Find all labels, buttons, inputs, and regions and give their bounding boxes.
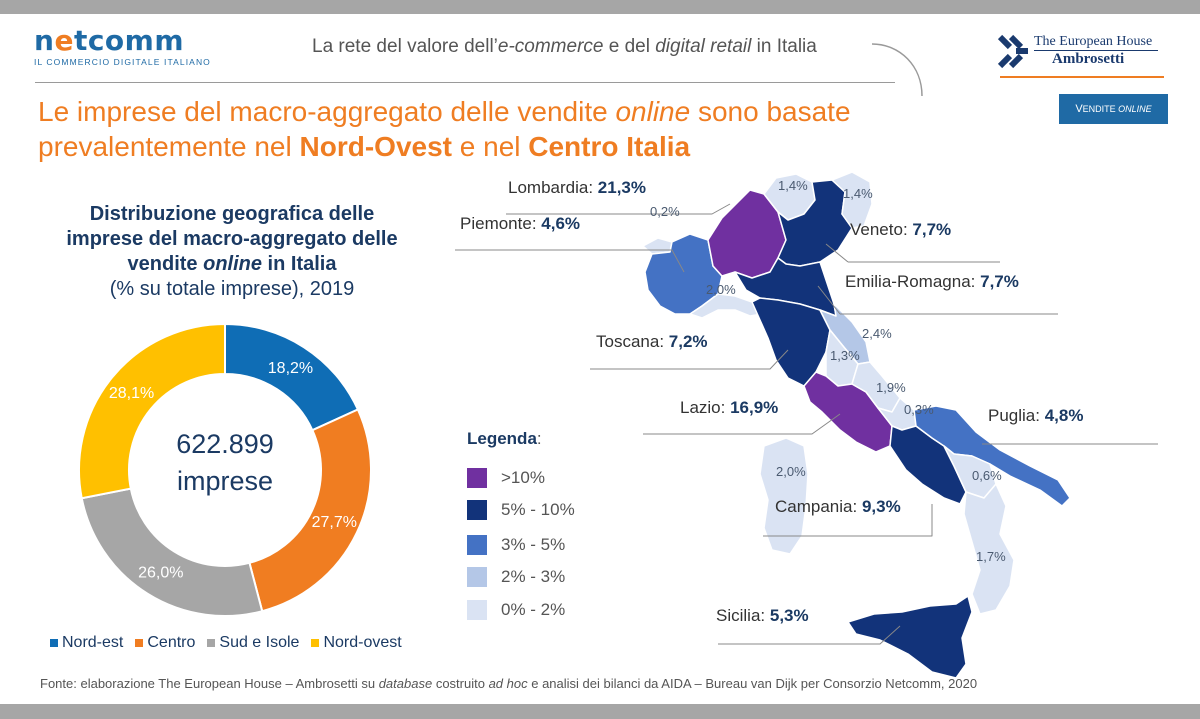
donut-legend-item: Nord-est bbox=[50, 634, 123, 652]
donut-legend-label: Nord-est bbox=[62, 634, 124, 651]
donut-heading: Distribuzione geografica delle imprese d… bbox=[66, 203, 398, 300]
donut-legend-swatch bbox=[50, 638, 58, 647]
region-sicilia bbox=[847, 595, 973, 679]
donut-slice-centro bbox=[248, 408, 372, 613]
donut-slice-nord-ovest bbox=[78, 322, 226, 500]
donut-slice-label: 28,1% bbox=[109, 385, 154, 402]
donut-legend: Nord-est Centro Sud e Isole Nord-ovest bbox=[50, 634, 414, 652]
donut-legend-swatch bbox=[135, 638, 144, 647]
value-valle-aosta: 0,2% bbox=[650, 204, 680, 219]
donut-legend-item: Nord-ovest bbox=[311, 634, 402, 652]
donut-chart: 18,2% 27,7% 26,0% 28,1% bbox=[78, 322, 372, 617]
label-puglia: Puglia: 4,8% bbox=[988, 406, 1084, 425]
donut-center-label: imprese bbox=[176, 466, 274, 496]
page-title: Le imprese del macro-aggregato delle ven… bbox=[38, 96, 851, 162]
leader-emilia-pointer bbox=[817, 285, 841, 315]
section-badge: VENDITE ONLINE bbox=[1059, 94, 1168, 124]
donut-legend-label: Centro bbox=[147, 634, 196, 651]
value-abruzzo: 1,9% bbox=[876, 380, 906, 395]
leader-sicilia bbox=[718, 625, 901, 645]
region-sardegna bbox=[759, 437, 809, 555]
header-divider bbox=[35, 82, 895, 83]
donut-slice-label: 26,0% bbox=[138, 565, 183, 582]
region-toscana bbox=[751, 297, 831, 387]
label-sicilia: Sicilia: 5,3% bbox=[716, 606, 809, 625]
netcomm-wordmark: netcomm bbox=[34, 24, 185, 57]
label-emilia: Emilia-Romagna: 7,7% bbox=[845, 272, 1019, 291]
slide: netcomm IL COMMERCIO DIGITALE ITALIANO L… bbox=[0, 14, 1200, 704]
ambrosetti-orange-rule bbox=[1000, 76, 1164, 78]
value-trentino: 1,4% bbox=[778, 178, 808, 193]
donut-legend-item: Sud e Isole bbox=[207, 634, 299, 652]
donut-legend-item: Centro bbox=[135, 634, 195, 652]
donut-legend-swatch bbox=[207, 638, 216, 647]
value-liguria: 2,0% bbox=[706, 282, 736, 297]
map-legend-title: Legenda: bbox=[467, 429, 542, 448]
label-veneto: Veneto: 7,7% bbox=[850, 220, 952, 239]
value-sardegna: 2,0% bbox=[776, 464, 806, 479]
value-umbria: 1,3% bbox=[830, 348, 860, 363]
donut-slice-label: 27,7% bbox=[312, 514, 357, 531]
header-tagline: La rete del valore dell’e-commerce e del… bbox=[312, 36, 817, 57]
donut-center-value: 622.899 bbox=[176, 429, 274, 459]
ambrosetti-emblem-icon bbox=[997, 34, 1028, 69]
donut-slice-label: 18,2% bbox=[268, 360, 313, 377]
label-campania: Campania: 9,3% bbox=[775, 497, 901, 516]
label-lombardia: Lombardia: 21,3% bbox=[508, 178, 646, 197]
value-calabria: 1,7% bbox=[976, 549, 1006, 564]
label-piemonte: Piemonte: 4,6% bbox=[460, 214, 581, 233]
ambrosetti-name-line1: The European House bbox=[1034, 34, 1153, 49]
donut-slice-sud-e-isole bbox=[80, 487, 264, 617]
leader-lazio bbox=[643, 413, 841, 435]
value-basilicata: 0,6% bbox=[972, 468, 1002, 483]
value-friuli: 1,4% bbox=[843, 186, 873, 201]
ambrosetti-logo: The European House Ambrosetti bbox=[996, 34, 1166, 94]
legend-swatch bbox=[467, 535, 487, 555]
donut-legend-swatch bbox=[311, 638, 320, 647]
value-molise: 0,3% bbox=[904, 402, 934, 417]
legend-swatch bbox=[467, 600, 487, 620]
label-lazio: Lazio: 16,9% bbox=[680, 398, 779, 417]
region-friuli bbox=[831, 171, 873, 229]
leader-campania bbox=[763, 504, 933, 537]
header-swoosh bbox=[871, 43, 923, 97]
leader-piemonte bbox=[455, 249, 685, 273]
ambrosetti-rule bbox=[1034, 50, 1158, 51]
ambrosetti-name-line2: Ambrosetti bbox=[1052, 51, 1125, 67]
source-note: Fonte: elaborazione The European House –… bbox=[40, 676, 978, 691]
region-calabria bbox=[963, 483, 1015, 615]
legend-swatch bbox=[467, 500, 487, 520]
netcomm-subtitle: IL COMMERCIO DIGITALE ITALIANO bbox=[34, 57, 211, 67]
leader-veneto-pointer bbox=[825, 243, 849, 263]
donut-legend-label: Nord-ovest bbox=[323, 634, 402, 651]
legend-swatch bbox=[467, 567, 487, 587]
netcomm-logo: netcomm IL COMMERCIO DIGITALE ITALIANO bbox=[34, 24, 211, 68]
leader-toscana bbox=[590, 349, 789, 370]
value-marche: 2,4% bbox=[862, 326, 892, 341]
donut-legend-label: Sud e Isole bbox=[219, 634, 300, 651]
legend-swatch bbox=[467, 468, 487, 488]
label-toscana: Toscana: 7,2% bbox=[596, 332, 708, 351]
region-puglia bbox=[913, 405, 1071, 507]
italy-map bbox=[455, 171, 1158, 679]
leader-lombardia bbox=[506, 203, 731, 215]
